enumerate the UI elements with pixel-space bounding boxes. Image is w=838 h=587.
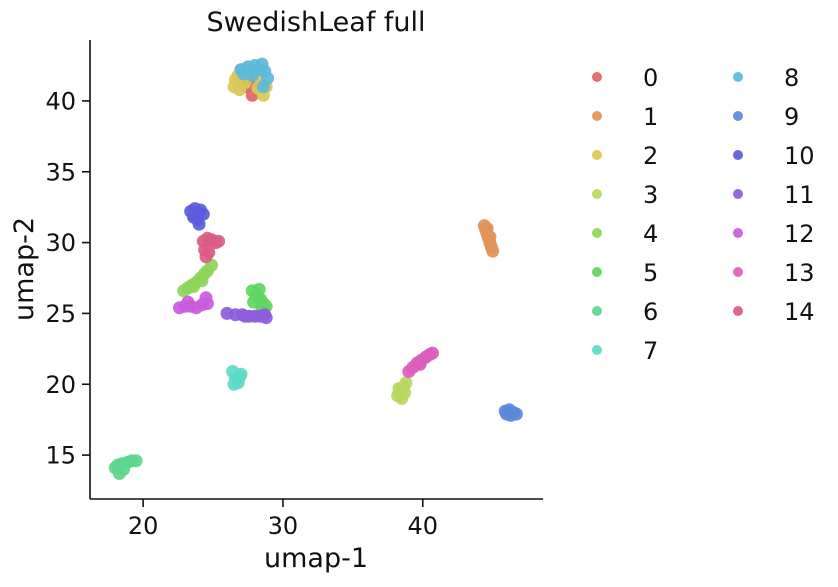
data-point-class-10 [188, 209, 202, 223]
data-point-class-6 [129, 454, 143, 468]
x-tick-label: 40 [407, 512, 438, 540]
legend-marker-class-12 [733, 228, 743, 238]
x-tick-label: 30 [268, 512, 299, 540]
y-tick-label: 25 [45, 300, 76, 328]
data-point-class-8 [256, 80, 270, 94]
legend-label-class-6: 6 [643, 298, 658, 326]
legend-marker-class-6 [592, 306, 602, 316]
data-point-class-14 [202, 246, 216, 259]
y-tick-label: 40 [45, 87, 76, 115]
x-ticks: 20 30 40 [128, 499, 438, 540]
data-point-class-7 [233, 370, 247, 384]
data-point-class-13 [426, 346, 439, 360]
y-tick-label: 20 [45, 371, 76, 399]
y-tick-label: 35 [45, 158, 76, 186]
legend-marker-class-7 [592, 345, 602, 355]
legend-label-class-9: 9 [784, 103, 799, 131]
legend-marker-class-9 [733, 111, 743, 121]
data-point-class-12 [200, 297, 214, 310]
legend-marker-class-4 [592, 228, 602, 238]
legend-label-class-0: 0 [643, 64, 658, 92]
data-point-class-9 [500, 407, 514, 421]
legend-label-class-8: 8 [784, 64, 799, 92]
data-point-class-6 [117, 462, 131, 476]
data-point-class-4 [195, 274, 209, 288]
legend-label-class-1: 1 [643, 103, 658, 131]
x-axis-label: umap-1 [264, 543, 368, 574]
data-point-class-8 [237, 67, 251, 81]
data-point-class-8 [252, 63, 266, 77]
data-point-class-2 [233, 83, 247, 97]
chart-title: SwedishLeaf full [206, 7, 425, 38]
legend-label-class-13: 13 [784, 259, 815, 287]
data-point-class-11 [238, 309, 252, 323]
data-point-class-1 [483, 230, 497, 244]
y-axis-label: umap-2 [9, 217, 40, 321]
points-layer [108, 57, 523, 480]
legend-marker-class-8 [733, 72, 743, 82]
y-tick-label: 15 [45, 442, 76, 470]
legend-marker-class-10 [733, 150, 743, 160]
data-point-class-11 [259, 311, 273, 325]
data-point-class-13 [413, 357, 427, 371]
legend-label-class-12: 12 [784, 220, 815, 248]
y-ticks: 15 20 25 30 35 40 [45, 87, 90, 470]
legend-label-class-4: 4 [643, 220, 658, 248]
legend-label-class-5: 5 [643, 259, 658, 287]
legend-marker-class-1 [592, 111, 602, 121]
data-point-class-5 [252, 282, 266, 296]
data-point-class-14 [212, 234, 226, 248]
legend-marker-class-11 [733, 189, 743, 199]
legend-label-class-10: 10 [784, 142, 815, 170]
legend-marker-class-3 [592, 189, 602, 199]
legend-label-class-11: 11 [784, 181, 815, 209]
legend-label-class-3: 3 [643, 181, 658, 209]
data-point-class-12 [181, 295, 195, 309]
legend-marker-class-13 [733, 267, 743, 277]
legend-marker-class-0 [592, 72, 602, 82]
data-point-class-3 [398, 386, 412, 400]
y-tick-label: 30 [45, 229, 76, 257]
legend-label-class-2: 2 [643, 142, 658, 170]
legend-marker-class-5 [592, 267, 602, 277]
legend-label-class-7: 7 [643, 337, 658, 365]
x-tick-label: 20 [128, 512, 159, 540]
legend-marker-class-2 [592, 150, 602, 160]
legend-label-class-14: 14 [784, 298, 815, 326]
data-point-class-1 [486, 244, 500, 258]
legend-marker-class-14 [733, 306, 743, 316]
